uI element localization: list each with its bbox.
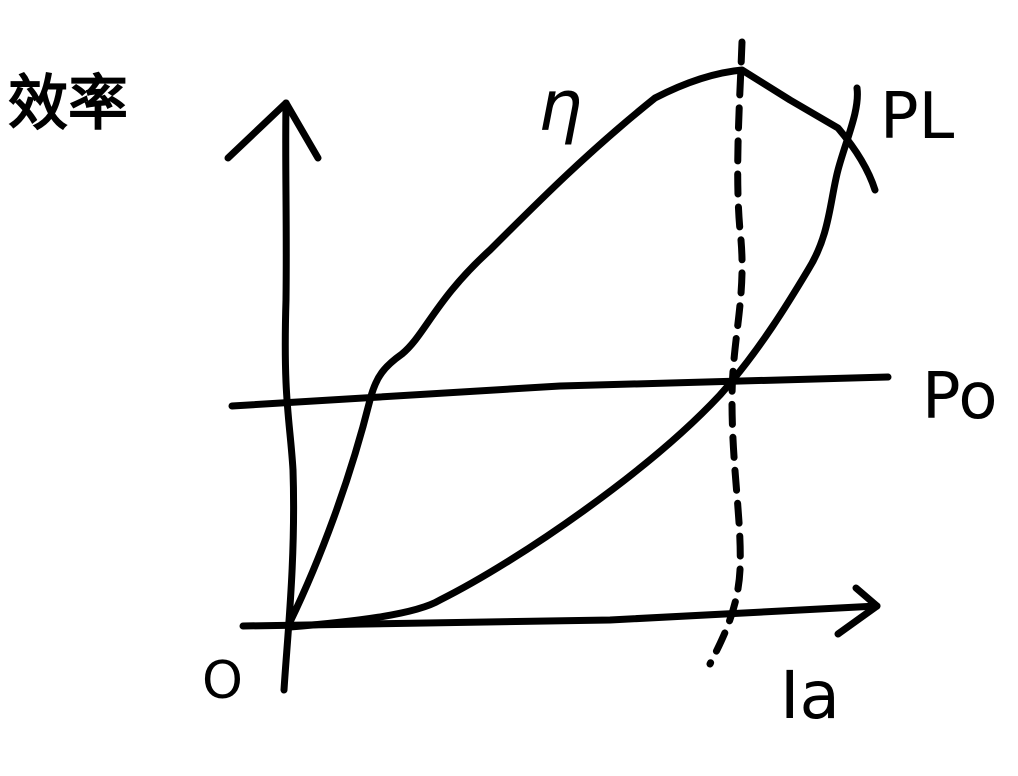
x-axis: [239, 602, 881, 630]
constant-loss-line: [228, 373, 892, 410]
eta-curve-label: η: [538, 65, 582, 147]
y-axis: [280, 99, 298, 694]
constant-loss-label: Po: [922, 360, 997, 434]
y-axis-arrowhead: [224, 99, 322, 162]
x-axis-label: Ia: [780, 657, 840, 734]
origin-label: O: [202, 651, 243, 711]
efficiency-curve: [286, 66, 879, 626]
y-axis-label: 效率: [8, 69, 128, 139]
max-efficiency-dashed-line: [706, 38, 746, 668]
load-loss-label: PL: [880, 80, 955, 154]
x-axis-arrowhead: [834, 584, 881, 638]
